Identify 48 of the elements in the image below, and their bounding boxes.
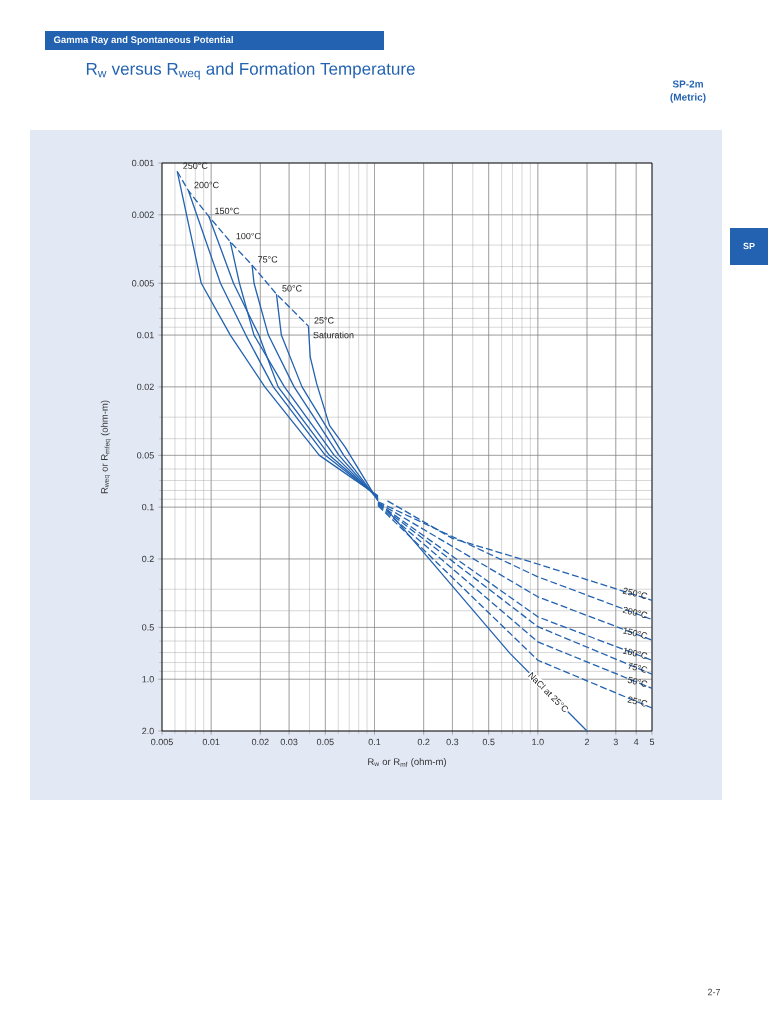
x-axis-title: R$_{w}$ or R$_{mf}$ (ohm-m) xyxy=(368,758,446,767)
y-tick-label: 0.001 xyxy=(132,159,154,167)
x-tick-label: 0.01 xyxy=(202,738,220,746)
series-label: 100°C xyxy=(236,232,261,240)
x-tick-label: 0.03 xyxy=(280,738,298,746)
y-tick-label: 2.0 xyxy=(142,727,154,735)
text: SP xyxy=(743,242,755,250)
y-tick-label: 0.01 xyxy=(137,331,154,339)
text: 250°C xyxy=(622,587,648,599)
text: 100°C xyxy=(622,647,648,659)
text: 50°C xyxy=(627,676,648,687)
y-tick-label: 1.0 xyxy=(142,676,154,683)
y-tick-label: 0.002 xyxy=(132,211,154,218)
text: 25°C xyxy=(627,696,648,707)
chart-subtitle: Gamma Ray and Spontaneous Potential xyxy=(53,36,233,45)
text: 150°C xyxy=(622,627,648,639)
series-label: 200°C xyxy=(194,181,219,189)
x-tick-label: 0.02 xyxy=(251,738,269,746)
y-axis-title: R$_{weq}$ or R$_{mfeq}$ (ohm-m) xyxy=(100,400,111,494)
series-label: 250°C xyxy=(183,162,208,169)
x-tick-label: 2 xyxy=(584,738,590,746)
x-tick-label: 5 xyxy=(649,738,655,746)
series-label: 25°C xyxy=(314,317,334,324)
y-tick-label: 0.2 xyxy=(142,555,154,563)
text: (Metric) xyxy=(670,93,706,103)
y-tick-label: 0.5 xyxy=(142,624,154,631)
x-tick-label: 0.005 xyxy=(151,738,173,746)
x-tick-label: 0.5 xyxy=(482,738,495,746)
y-tick-label: 0.1 xyxy=(142,503,154,511)
x-tick-label: 0.1 xyxy=(368,738,381,746)
series-label: 50°C xyxy=(282,285,302,292)
y-tick-label: 0.005 xyxy=(132,280,154,287)
y-tick-label: 0.02 xyxy=(137,383,154,391)
x-tick-label: 4 xyxy=(633,738,639,745)
y-tick-label: 0.05 xyxy=(137,452,154,459)
text: 2-7 xyxy=(707,988,721,996)
text: 75°C xyxy=(628,662,648,673)
x-tick-label: 0.05 xyxy=(316,738,334,746)
x-tick-label: 0.2 xyxy=(417,738,430,746)
chart-title: R$_{w}$ versus R$_{weq}$ and Formation Temperature xyxy=(86,62,415,80)
text: 200°C xyxy=(622,606,648,619)
x-tick-label: 3 xyxy=(613,738,618,746)
series-label: 150°C xyxy=(215,207,240,215)
x-tick-label: 0.3 xyxy=(446,738,459,746)
series-label: 75°C xyxy=(258,256,278,263)
series-label: Saturation xyxy=(313,331,354,339)
x-tick-label: 1.0 xyxy=(532,738,544,746)
text: SP-2m xyxy=(672,80,703,88)
